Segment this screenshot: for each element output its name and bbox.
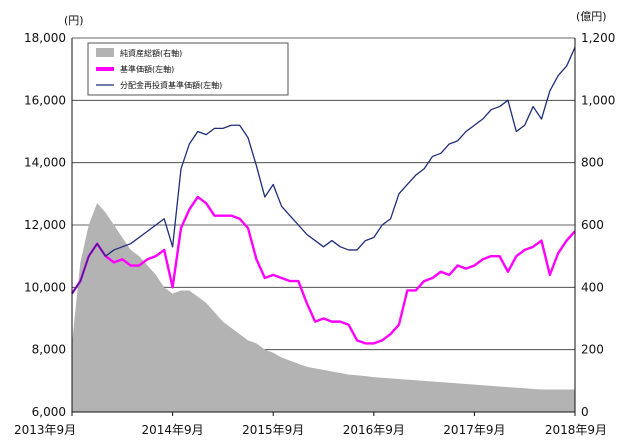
- price-lines-layer: [71, 47, 576, 345]
- right-tick-label: 400: [581, 280, 604, 294]
- x-tick-label: 2014年9月: [142, 423, 204, 437]
- right-tick-label: 1,000: [581, 93, 615, 107]
- legend-swatch-net-assets: [96, 48, 114, 57]
- left-tick-label: 18,000: [24, 31, 66, 45]
- right-axis-unit: (億円): [576, 10, 607, 23]
- right-tick-label: 1,200: [581, 31, 615, 45]
- left-axis-ticks: 6,000 8,000 10,000 12,000 14,000 16,000 18,000: [24, 31, 66, 419]
- left-tick-label: 6,000: [32, 405, 66, 419]
- series-line-reinvested-nav: [71, 47, 576, 294]
- legend-label-reinvested-nav: 分配金再投資基準価額(左軸): [120, 80, 222, 90]
- net-assets-area-layer: [72, 203, 575, 412]
- x-tick-label: 2013年9月: [14, 423, 76, 437]
- x-tick-label: 2015年9月: [242, 423, 304, 437]
- right-tick-label: 800: [581, 156, 604, 170]
- x-tick-label: 2017年9月: [443, 423, 505, 437]
- legend-box: [87, 42, 289, 96]
- x-axis-ticks: 2013年9月 2014年9月 2015年9月 2016年9月 2017年9月 2018年…: [14, 412, 607, 437]
- left-tick-label: 14,000: [24, 156, 66, 170]
- x-tick-label: 2018年9月: [545, 423, 607, 437]
- axes: [71, 38, 576, 413]
- left-tick-label: 8,000: [32, 343, 66, 357]
- series-area-net-assets: [72, 203, 575, 412]
- legend: 純資産総額(右軸) 基準価額(左軸) 分配金再投資基準価額(左軸): [87, 42, 289, 96]
- right-axis-ticks: 0 200 400 600 800 1,000 1,200: [581, 31, 615, 419]
- left-tick-label: 16,000: [24, 93, 66, 107]
- left-tick-label: 12,000: [24, 218, 66, 232]
- right-tick-label: 0: [581, 405, 589, 419]
- left-tick-label: 10,000: [24, 280, 66, 294]
- right-tick-label: 600: [581, 218, 604, 232]
- left-axis-unit: (円): [64, 14, 84, 27]
- x-tick-label: 2016年9月: [343, 423, 405, 437]
- legend-label-net-assets: 純資産総額(右軸): [120, 48, 182, 58]
- right-tick-label: 200: [581, 343, 604, 357]
- legend-label-nav: 基準価額(左軸): [120, 64, 174, 74]
- series-line-nav: [71, 195, 576, 345]
